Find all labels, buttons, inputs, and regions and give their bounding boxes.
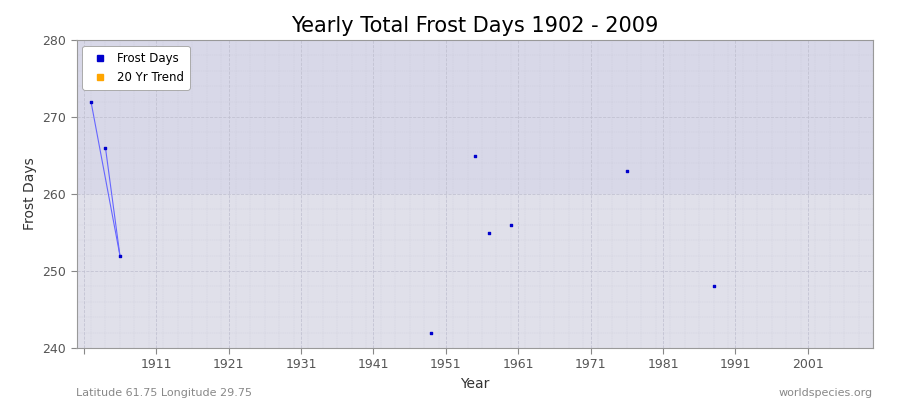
Title: Yearly Total Frost Days 1902 - 2009: Yearly Total Frost Days 1902 - 2009 <box>291 16 659 36</box>
Bar <box>76 40 873 194</box>
Y-axis label: Frost Days: Frost Days <box>22 158 37 230</box>
Text: Latitude 61.75 Longitude 29.75: Latitude 61.75 Longitude 29.75 <box>76 388 253 398</box>
Bar <box>76 194 873 348</box>
Point <box>482 229 497 236</box>
Point <box>706 283 721 290</box>
Point <box>112 252 127 259</box>
Point <box>98 144 112 151</box>
Point <box>424 329 438 336</box>
Text: worldspecies.org: worldspecies.org <box>778 388 873 398</box>
Point <box>84 98 98 105</box>
X-axis label: Year: Year <box>460 377 490 391</box>
Point <box>619 168 634 174</box>
Legend: Frost Days, 20 Yr Trend: Frost Days, 20 Yr Trend <box>83 46 190 90</box>
Point <box>467 152 482 159</box>
Point <box>504 222 518 228</box>
